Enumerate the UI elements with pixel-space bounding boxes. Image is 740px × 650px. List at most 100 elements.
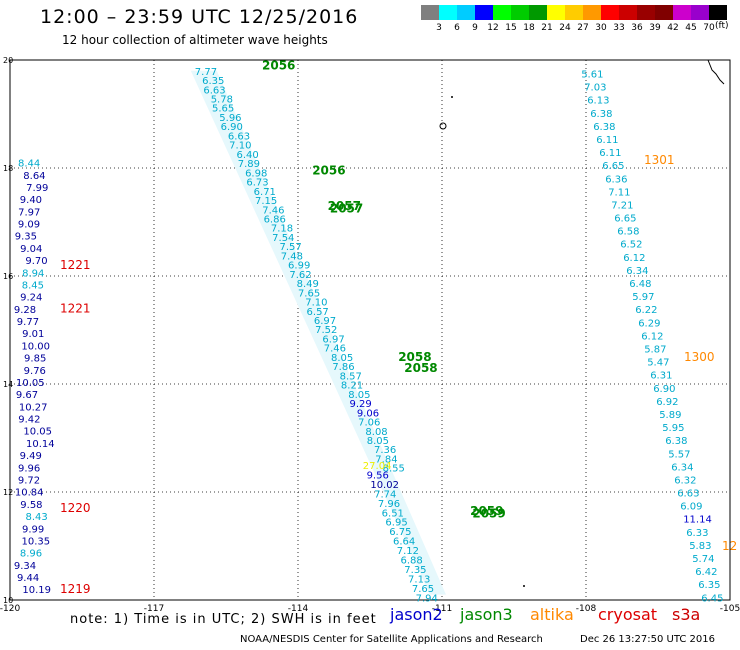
- swh-value: 9.56: [367, 470, 389, 481]
- swh-value: 6.35: [202, 76, 224, 87]
- y-tick-label: 20: [3, 56, 13, 65]
- swh-value: 8.05: [331, 353, 353, 364]
- pass-time-label: 2058: [398, 350, 431, 364]
- track-swath: [190, 70, 446, 595]
- swh-value: 7.89: [238, 159, 260, 170]
- legend-swatch: [475, 5, 493, 20]
- swh-value: 10.02: [370, 480, 399, 491]
- swh-value: 7.77: [195, 67, 217, 78]
- swh-value: 7.96: [378, 499, 400, 510]
- swh-value: 8.55: [383, 464, 405, 475]
- legend-swatch: [529, 5, 547, 20]
- swh-value: 9.04: [20, 244, 42, 255]
- swh-value: 5.57: [668, 449, 690, 460]
- swh-value: 6.11: [599, 148, 621, 159]
- swh-value: 7.13: [408, 574, 430, 585]
- swh-value: 6.33: [686, 528, 708, 539]
- y-tick-label: 10: [3, 596, 13, 605]
- legend-unit: (ft): [715, 21, 729, 31]
- swh-value: 6.45: [701, 593, 723, 604]
- swh-value: 7.03: [584, 83, 606, 94]
- swh-value: 9.99: [22, 524, 44, 535]
- swh-value: 6.64: [393, 537, 415, 548]
- island-shape: [523, 585, 525, 587]
- legend-swatch: [619, 5, 637, 20]
- legend-swatch: [421, 5, 439, 20]
- swh-value: 9.70: [25, 256, 47, 267]
- swh-value: 9.34: [14, 561, 36, 572]
- pass-time-label: 12: [722, 539, 737, 553]
- swh-value: 27.04: [363, 461, 392, 472]
- swh-value: 8.45: [22, 280, 44, 291]
- swh-value: 5.89: [659, 410, 681, 421]
- pass-time-label: 2057: [328, 199, 361, 213]
- swh-value: 6.58: [617, 227, 639, 238]
- credit-line: NOAA/NESDIS Center for Satellite Applica…: [240, 634, 543, 645]
- legend-label: 45: [685, 23, 697, 33]
- swh-value: 9.96: [18, 463, 40, 474]
- swh-value: 7.65: [412, 584, 434, 595]
- swh-value: 6.95: [385, 518, 407, 529]
- satellite-s3a: s3a: [672, 605, 701, 624]
- swh-value: 8.21: [341, 381, 363, 392]
- swh-value: 10.84: [15, 488, 44, 499]
- swh-value: 7.10: [229, 141, 251, 152]
- swh-value: 6.11: [596, 135, 618, 146]
- pass-time-label: 1221: [60, 301, 91, 315]
- swh-value: 7.36: [374, 445, 396, 456]
- swh-value: 6.65: [614, 214, 636, 225]
- color-legend: 3 6 9 12 15 18 21 24 27 30 33 36 39 42 45 70: [421, 5, 729, 35]
- swh-value: 8.44: [18, 159, 40, 170]
- x-tick-label: -114: [288, 604, 309, 614]
- y-tick-label: 18: [3, 164, 13, 173]
- swh-value: 6.51: [382, 508, 404, 519]
- x-tick-label: -120: [0, 604, 20, 614]
- swh-value: 6.13: [587, 96, 609, 107]
- legend-label: 3: [436, 23, 442, 33]
- legend-label: 27: [577, 23, 589, 33]
- pass-time-label: 1220: [60, 501, 91, 515]
- swh-value: 6.63: [228, 131, 250, 142]
- swh-value: 7.48: [281, 251, 303, 262]
- legend-label: 39: [649, 23, 661, 33]
- y-tick-label: 16: [3, 272, 13, 281]
- legend-swatch: [493, 5, 511, 20]
- swh-value: 6.99: [288, 261, 310, 272]
- pass-time-label: 2056: [312, 164, 345, 178]
- swh-value: 7.84: [375, 454, 397, 465]
- swh-value: 6.12: [623, 253, 645, 264]
- swh-value: 6.12: [641, 331, 663, 342]
- satellite-jason3: jason3: [460, 605, 513, 624]
- swh-value: 9.28: [14, 305, 36, 316]
- legend-label: 12: [487, 23, 499, 33]
- swh-value: 5.95: [662, 423, 684, 434]
- swh-value: 8.94: [22, 268, 44, 279]
- swh-value: 7.86: [332, 362, 354, 373]
- swh-value: 10.35: [22, 536, 51, 547]
- swh-value: 6.73: [246, 178, 268, 189]
- swh-value: 6.38: [665, 436, 687, 447]
- swh-value: 10.05: [16, 378, 45, 389]
- legend-swatch: [691, 5, 709, 20]
- legend-swatch: [583, 5, 601, 20]
- pass-time-label: 1219: [60, 582, 91, 596]
- y-tick-label: 14: [3, 380, 13, 389]
- swh-value: 7.15: [255, 196, 277, 207]
- swh-value: 9.40: [20, 195, 42, 206]
- swh-value: 6.09: [680, 502, 702, 513]
- pass-time-label: 2057: [330, 202, 363, 216]
- swh-value: 7.57: [279, 242, 301, 253]
- chart-subtitle: 12 hour collection of altimeter wave hei…: [62, 33, 328, 47]
- swh-value: 6.71: [254, 187, 276, 198]
- swh-value: 9.44: [17, 573, 39, 584]
- generated-timestamp: Dec 26 13:27:50 UTC 2016: [580, 634, 715, 645]
- swh-value: 9.35: [15, 232, 37, 243]
- swh-value: 6.97: [314, 316, 336, 327]
- swh-value: 7.94: [416, 593, 438, 604]
- coastline-shape: [707, 59, 725, 85]
- swh-value: 6.36: [605, 174, 627, 185]
- legend-label: 30: [595, 23, 607, 33]
- swh-value: 6.34: [671, 462, 693, 473]
- x-tick-label: -117: [144, 604, 164, 614]
